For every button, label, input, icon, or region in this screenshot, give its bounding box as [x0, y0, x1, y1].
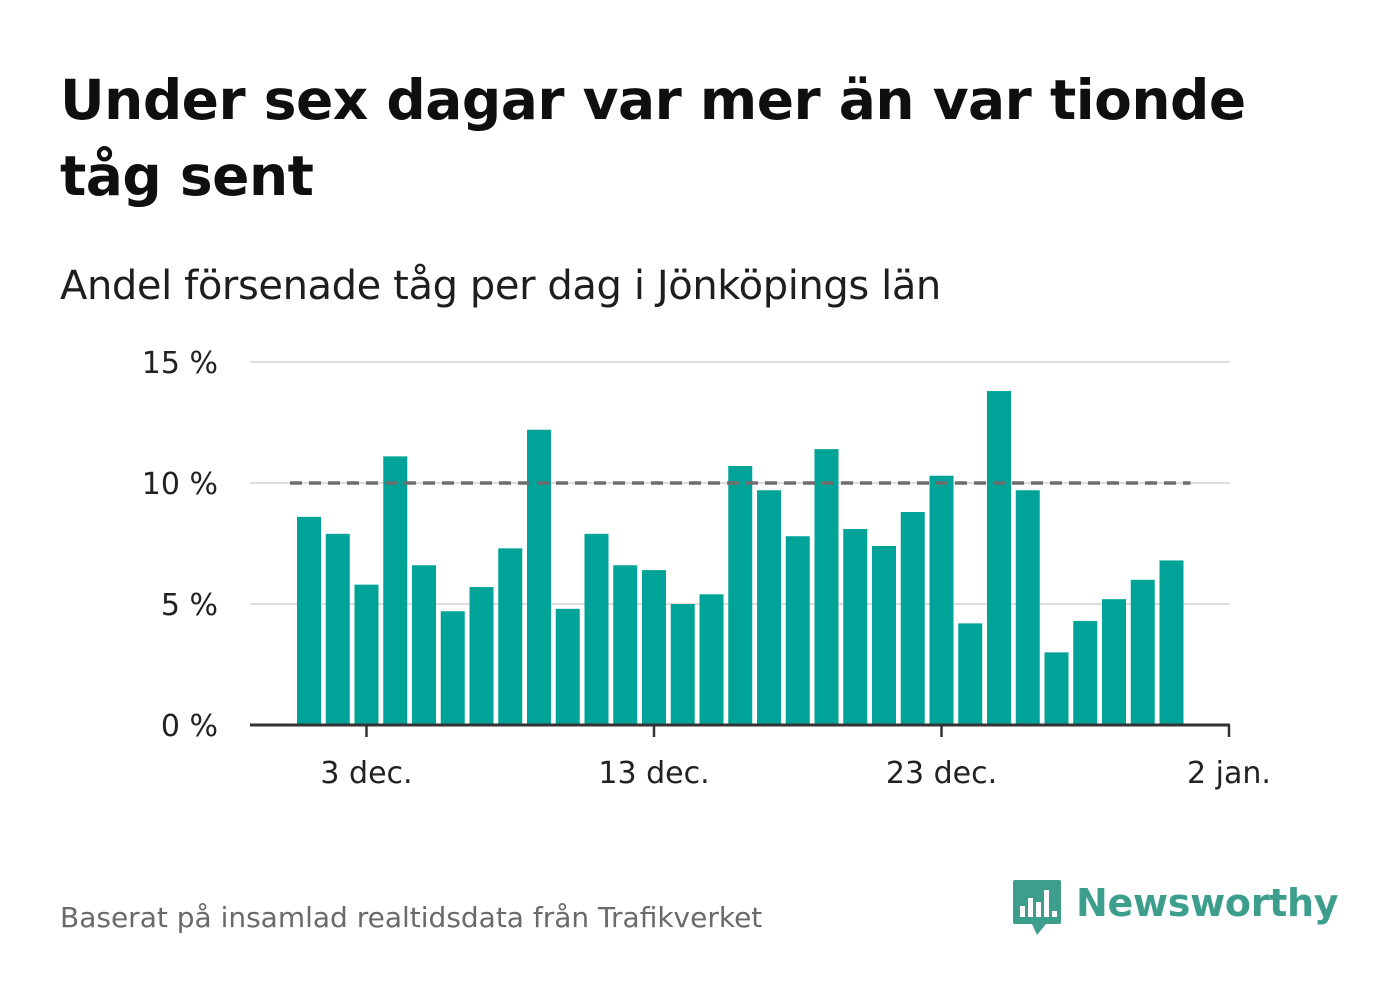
bar-2020-12-25: [987, 391, 1011, 725]
bar-2020-12-14: [670, 604, 695, 725]
bar-2020-12-29: [1102, 599, 1126, 725]
bar-2020-12-10: [555, 608, 580, 725]
x-tick-label-2020-12-03: 3 dec.: [320, 756, 412, 791]
bar-2020-12-24: [958, 623, 983, 725]
bar-2020-12-07: [469, 587, 494, 725]
bar-2020-12-09: [527, 429, 551, 725]
bar-2020-12-11: [584, 533, 609, 725]
bar-2020-12-13: [642, 570, 666, 725]
bar-2020-12-04: [383, 456, 408, 725]
y-tick-label-10: 10 %: [142, 467, 218, 502]
bar-2020-12-08: [498, 548, 523, 725]
bar-2020-12-20: [843, 528, 868, 725]
y-tick-label-0: 0 %: [161, 709, 218, 744]
x-axis-labels: 3 dec. 13 dec. 23 dec. 2 jan.: [320, 756, 1271, 791]
bar-2020-12-06: [440, 611, 465, 725]
bar-2020-12-16: [728, 466, 753, 725]
bar-2020-12-26: [1015, 490, 1040, 725]
bar-2020-12-30: [1130, 579, 1155, 725]
bar-chart: 0 % 5 % 10 % 15 % 3 dec. 13 dec. 23 dec. 2 jan…: [142, 346, 1271, 791]
bar-2020-12-15: [699, 594, 724, 725]
bar-2020-12-17: [757, 490, 781, 725]
x-axis: [250, 723, 1231, 737]
bar-2020-12-18: [785, 536, 810, 725]
x-tick-label-2021-01-02: 2 jan.: [1187, 756, 1271, 791]
y-axis-labels: 0 % 5 % 10 % 15 %: [142, 346, 218, 744]
source-note: Baserat på insamlad realtidsdata från Tr…: [60, 901, 763, 934]
bar-2020-12-02: [325, 533, 350, 725]
chart-title: Under sex dagar var mer än var tionde tå…: [60, 68, 1246, 208]
newsworthy-logo[interactable]: Newsworthy: [1012, 878, 1339, 940]
bar-2020-12-21: [872, 545, 896, 725]
bar-2020-12-01: [297, 516, 321, 725]
x-tick-label-2020-12-23: 23 dec.: [886, 756, 997, 791]
bar-2020-12-12: [613, 565, 638, 725]
bar-2020-12-23: [929, 475, 954, 725]
bars: [297, 391, 1184, 725]
bar-2020-12-05: [412, 565, 436, 725]
bar-2020-12-19: [814, 449, 839, 725]
bar-2020-12-03: [354, 584, 379, 725]
logo-wordmark: Newsworthy: [1076, 881, 1339, 925]
y-tick-label-15: 15 %: [142, 346, 218, 381]
bar-2020-12-31: [1159, 560, 1184, 725]
bar-chart-speech-bubble-icon: [1013, 880, 1061, 935]
bar-2020-12-28: [1073, 620, 1098, 725]
bar-2020-12-27: [1044, 652, 1069, 725]
y-tick-label-5: 5 %: [161, 588, 218, 623]
bar-2020-12-22: [900, 512, 925, 725]
x-tick-label-2020-12-13: 13 dec.: [598, 756, 709, 791]
chart-subtitle: Andel försenade tåg per dag i Jönköpings…: [60, 263, 941, 309]
